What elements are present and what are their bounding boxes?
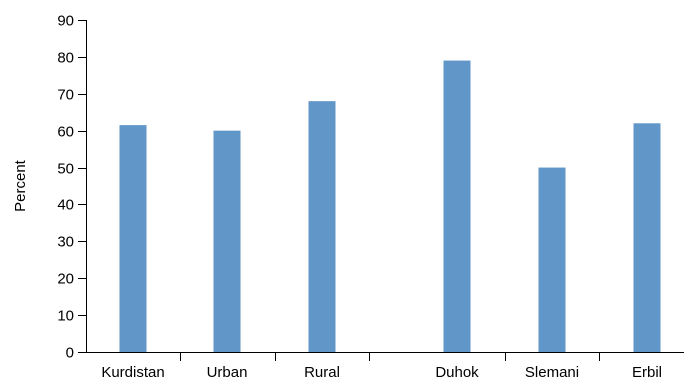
y-axis: 0 10 20 30 40 50 60 70 80 90 xyxy=(57,13,87,362)
x-tick-label-rural: Rural xyxy=(304,364,340,381)
y-axis-title-group: Percent xyxy=(12,159,29,212)
bar-erbil xyxy=(633,123,661,353)
y-tick-label: 10 xyxy=(57,308,74,325)
y-tick-label: 60 xyxy=(57,124,74,141)
x-tick-label-urban: Urban xyxy=(207,364,248,381)
bar-duhok xyxy=(443,60,471,352)
bar-kurdistan xyxy=(119,125,147,352)
y-tick-label: 40 xyxy=(57,197,74,214)
x-tick-label-duhok: Duhok xyxy=(435,364,479,381)
x-tick-label-kurdistan: Kurdistan xyxy=(101,364,164,381)
y-tick-label: 80 xyxy=(57,50,74,67)
x-tick-labels: Kurdistan Urban Rural Duhok Slemani Erbil xyxy=(101,364,662,381)
y-tick-label: 0 xyxy=(66,345,74,362)
y-tick-label: 20 xyxy=(57,271,74,288)
bar-slemani xyxy=(538,167,566,352)
bars xyxy=(119,60,661,353)
bar-rural xyxy=(308,101,336,353)
y-tick-label: 90 xyxy=(57,13,74,30)
bar-urban xyxy=(213,130,241,352)
x-tick-label-slemani: Slemani xyxy=(525,364,579,381)
x-tick-label-erbil: Erbil xyxy=(632,364,662,381)
y-tick-label: 70 xyxy=(57,87,74,104)
y-tick-label: 50 xyxy=(57,161,74,178)
y-tick-label: 30 xyxy=(57,234,74,251)
y-axis-title: Percent xyxy=(12,159,29,212)
x-axis xyxy=(86,352,684,361)
